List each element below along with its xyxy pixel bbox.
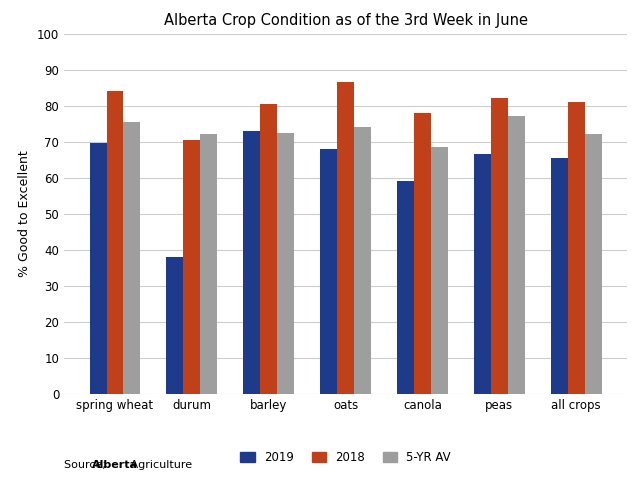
Bar (124, 122, 140, 394)
Bar (474, 154, 491, 394)
Bar (491, 98, 508, 394)
Bar (508, 116, 525, 394)
Bar (354, 127, 371, 394)
Bar (106, 91, 124, 394)
Bar (277, 132, 294, 394)
Bar (243, 131, 260, 394)
Legend: 2019, 2018, 5-YR AV: 2019, 2018, 5-YR AV (236, 446, 456, 469)
Bar (414, 113, 431, 394)
Text: Alberta: Alberta (92, 460, 138, 470)
Bar (200, 134, 217, 394)
Y-axis label: % Good to Excellent: % Good to Excellent (19, 150, 31, 277)
Bar (320, 149, 337, 394)
Bar (397, 181, 414, 394)
Text: Agriculture: Agriculture (127, 460, 193, 470)
Title: Alberta Crop Condition as of the 3rd Week in June: Alberta Crop Condition as of the 3rd Wee… (164, 13, 527, 28)
Bar (431, 147, 448, 394)
Text: Source;: Source; (64, 460, 109, 470)
Bar (585, 134, 602, 394)
Bar (90, 144, 106, 394)
Bar (568, 102, 585, 394)
Bar (337, 82, 354, 394)
Bar (184, 140, 200, 394)
Bar (551, 158, 568, 394)
Bar (260, 104, 277, 394)
Bar (166, 257, 184, 394)
